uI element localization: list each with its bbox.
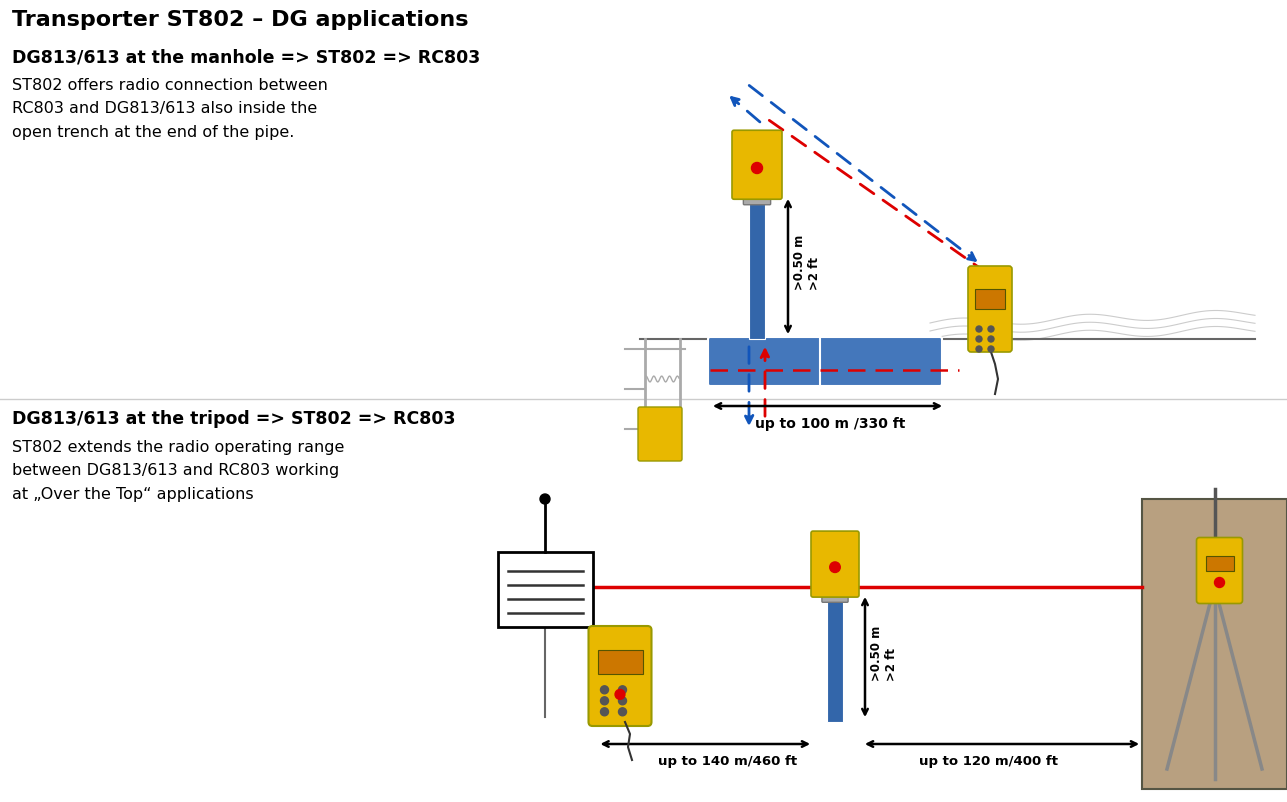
Circle shape — [601, 686, 609, 694]
Bar — [597, 650, 642, 674]
Text: up to 120 m/400 ft: up to 120 m/400 ft — [919, 754, 1058, 767]
Circle shape — [619, 708, 627, 716]
Text: ST802 extends the radio operating range
between DG813/613 and RC803 working
at „: ST802 extends the radio operating range … — [12, 439, 345, 501]
Circle shape — [976, 326, 982, 333]
FancyBboxPatch shape — [732, 131, 782, 200]
Text: up to 100 m /330 ft: up to 100 m /330 ft — [754, 416, 905, 431]
Bar — [976, 290, 1005, 310]
Bar — [828, 592, 843, 722]
Circle shape — [615, 690, 625, 699]
Circle shape — [619, 686, 627, 694]
Circle shape — [830, 562, 840, 573]
Bar — [498, 553, 592, 627]
FancyBboxPatch shape — [1197, 538, 1242, 604]
Circle shape — [988, 326, 994, 333]
Circle shape — [1215, 577, 1224, 588]
Circle shape — [976, 337, 982, 342]
Circle shape — [601, 708, 609, 716]
Text: Transporter ST802 – DG applications: Transporter ST802 – DG applications — [12, 10, 468, 30]
Circle shape — [752, 164, 762, 174]
FancyBboxPatch shape — [638, 407, 682, 461]
FancyBboxPatch shape — [744, 132, 771, 205]
Bar — [749, 195, 764, 339]
Bar — [1142, 500, 1287, 789]
Text: ST802 offers radio connection between
RC803 and DG813/613 also inside the
open t: ST802 offers radio connection between RC… — [12, 78, 328, 140]
Text: up to 140 m/460 ft: up to 140 m/460 ft — [658, 754, 797, 767]
Circle shape — [988, 337, 994, 342]
FancyBboxPatch shape — [708, 338, 942, 387]
FancyBboxPatch shape — [588, 626, 651, 726]
FancyBboxPatch shape — [811, 532, 858, 597]
Text: DG813/613 at the tripod => ST802 => RC803: DG813/613 at the tripod => ST802 => RC80… — [12, 410, 456, 427]
FancyBboxPatch shape — [968, 267, 1012, 353]
Circle shape — [976, 346, 982, 353]
Bar — [1206, 556, 1233, 571]
Circle shape — [988, 346, 994, 353]
Circle shape — [541, 494, 550, 504]
Circle shape — [619, 697, 627, 705]
FancyBboxPatch shape — [822, 533, 848, 602]
Text: DG813/613 at the manhole => ST802 => RC803: DG813/613 at the manhole => ST802 => RC8… — [12, 48, 480, 66]
Text: >0.50 m
>2 ft: >0.50 m >2 ft — [793, 234, 821, 290]
Circle shape — [601, 697, 609, 705]
Text: >0.50 m
>2 ft: >0.50 m >2 ft — [870, 625, 898, 680]
